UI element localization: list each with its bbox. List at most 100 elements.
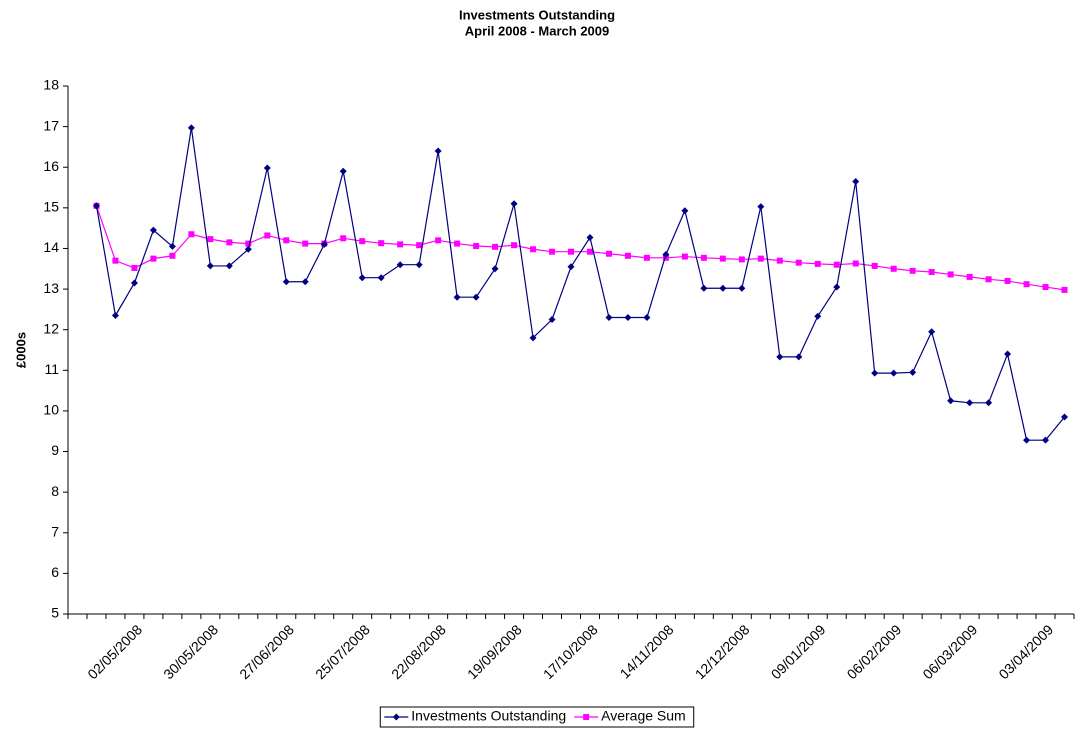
y-tick-label: 16 <box>43 158 59 174</box>
marker <box>947 271 954 278</box>
marker <box>833 261 840 268</box>
marker <box>776 257 783 264</box>
y-tick-label: 9 <box>51 442 59 458</box>
marker <box>549 248 556 255</box>
marker <box>206 262 214 270</box>
marker <box>339 167 347 175</box>
marker <box>226 239 233 246</box>
marker <box>377 274 385 282</box>
marker <box>150 255 157 262</box>
marker <box>453 293 461 301</box>
marker <box>548 316 556 324</box>
marker <box>928 269 935 276</box>
x-tick-label: 14/11/2008 <box>617 621 677 681</box>
marker <box>1061 286 1068 293</box>
marker <box>301 278 309 286</box>
marker <box>624 252 631 259</box>
marker <box>1042 436 1050 444</box>
y-tick-label: 6 <box>51 564 59 580</box>
marker <box>700 254 707 261</box>
y-tick-label: 11 <box>44 361 59 377</box>
marker <box>757 255 764 262</box>
marker <box>909 267 916 274</box>
legend-box <box>379 706 695 728</box>
y-tick-label: 18 <box>43 77 59 93</box>
marker <box>966 399 974 407</box>
marker <box>245 240 252 247</box>
marker <box>1004 350 1012 358</box>
marker <box>1004 277 1011 284</box>
marker <box>168 242 176 250</box>
marker <box>605 250 612 257</box>
marker <box>1023 436 1031 444</box>
marker <box>392 713 400 721</box>
y-axis-label: £000s <box>13 332 28 368</box>
marker <box>871 369 879 377</box>
marker <box>529 334 537 342</box>
marker <box>985 276 992 283</box>
y-tick-label: 5 <box>51 605 59 621</box>
marker <box>1023 281 1030 288</box>
y-tick-label: 8 <box>51 483 59 499</box>
marker <box>738 284 746 292</box>
x-tick-label: 17/10/2008 <box>540 621 601 682</box>
marker <box>909 368 917 376</box>
marker <box>795 259 802 266</box>
marker <box>282 278 290 286</box>
marker <box>225 262 233 270</box>
marker <box>852 177 860 185</box>
x-tick-label: 12/12/2008 <box>692 621 753 682</box>
marker <box>207 236 214 243</box>
marker <box>510 200 518 208</box>
y-tick-label: 13 <box>43 280 59 296</box>
marker <box>776 353 784 361</box>
legend-label: Average Sum <box>601 708 686 724</box>
x-tick-label: 22/08/2008 <box>388 621 449 682</box>
marker <box>491 265 499 273</box>
marker <box>263 164 271 172</box>
chart-title: Investments Outstanding <box>459 7 615 22</box>
marker <box>947 397 955 405</box>
y-tick-label: 10 <box>43 402 59 418</box>
marker <box>378 240 385 247</box>
marker <box>928 328 936 336</box>
marker <box>188 231 195 238</box>
marker <box>567 263 575 271</box>
marker <box>492 243 499 250</box>
marker <box>662 251 670 259</box>
marker <box>415 261 423 269</box>
marker <box>719 284 727 292</box>
series-line <box>95 127 1065 441</box>
marker <box>643 314 651 322</box>
marker <box>169 252 176 259</box>
marker <box>583 714 590 720</box>
marker <box>359 238 366 245</box>
marker <box>719 255 726 262</box>
marker <box>966 273 973 280</box>
marker <box>397 241 404 248</box>
x-tick-label: 25/07/2008 <box>312 621 373 682</box>
y-tick-label: 15 <box>43 199 59 215</box>
marker <box>130 279 138 287</box>
x-tick-label: 03/04/2009 <box>995 621 1056 682</box>
marker <box>283 237 290 244</box>
marker <box>472 293 480 301</box>
marker <box>738 256 745 263</box>
marker <box>511 242 518 249</box>
marker <box>814 260 821 267</box>
marker <box>187 124 195 132</box>
marker <box>244 245 252 253</box>
marker <box>264 232 271 239</box>
marker <box>396 261 404 269</box>
x-tick-label: 06/02/2009 <box>844 621 905 682</box>
x-tick-label: 02/05/2008 <box>84 621 145 682</box>
y-tick-label: 17 <box>43 117 59 133</box>
marker <box>586 248 593 255</box>
marker <box>586 233 594 241</box>
marker <box>814 312 822 320</box>
marker <box>852 260 859 267</box>
y-tick-label: 14 <box>43 239 59 255</box>
marker <box>434 147 442 155</box>
x-tick-label: 06/03/2009 <box>919 621 980 682</box>
